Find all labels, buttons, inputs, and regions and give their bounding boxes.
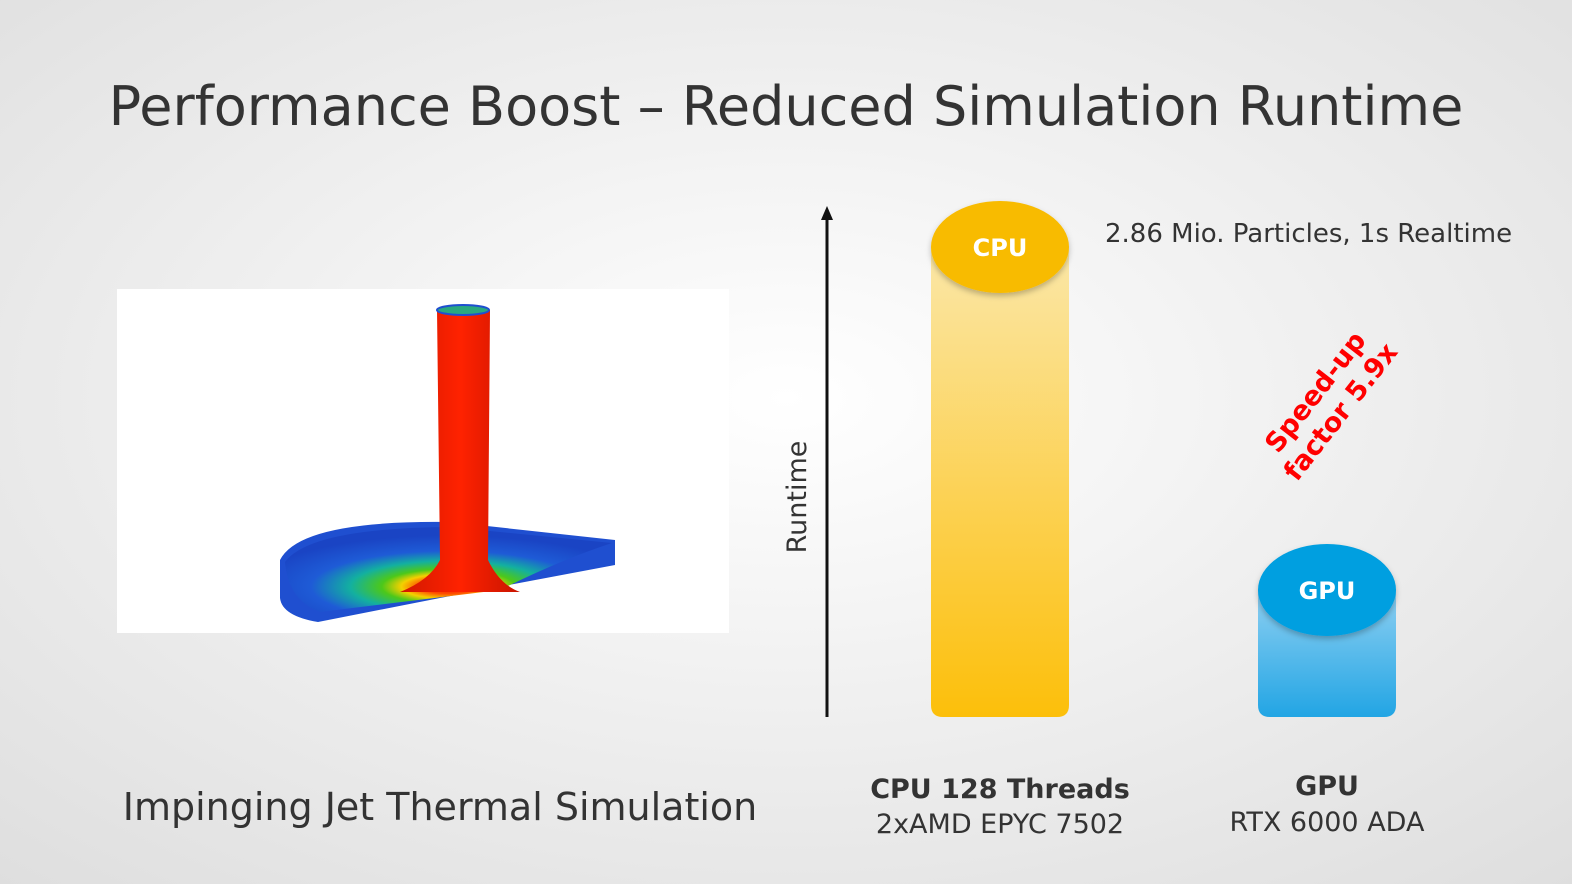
bar-label: CPU 128 Threads <box>870 774 1130 805</box>
image-caption: Impinging Jet Thermal Simulation <box>123 785 758 829</box>
axis-label: Runtime <box>782 441 813 554</box>
cpu-bar <box>931 201 1069 717</box>
gpu-bar <box>1258 544 1396 717</box>
bar-label: GPU <box>1295 771 1359 802</box>
title: Performance Boost – Reduced Simulation R… <box>109 75 1464 138</box>
axis-arrow <box>821 206 833 220</box>
bar-detail: RTX 6000 ADA <box>1230 807 1425 838</box>
bar-name: GPU <box>1299 577 1356 605</box>
bar-name: CPU <box>973 234 1028 262</box>
simulation-image <box>117 289 729 633</box>
chart-note: 2.86 Mio. Particles, 1s Realtime <box>1105 219 1512 249</box>
bar-detail: 2xAMD EPYC 7502 <box>876 809 1124 840</box>
